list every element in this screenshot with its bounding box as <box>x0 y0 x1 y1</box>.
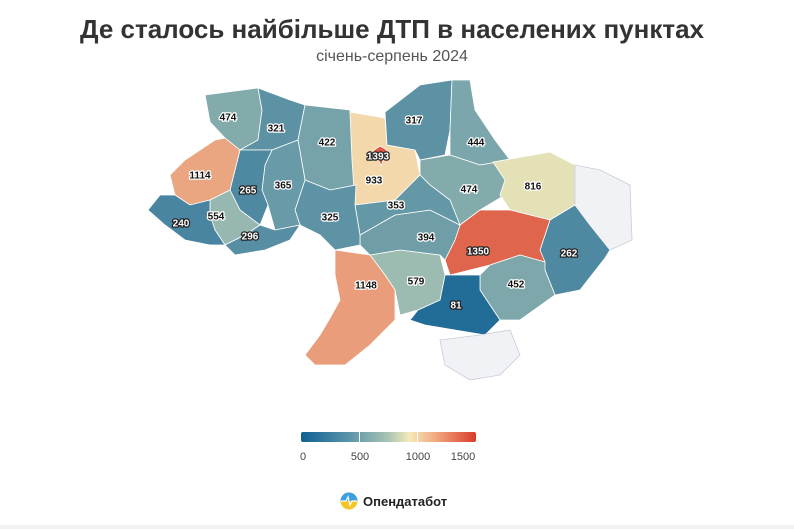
footer-divider <box>0 525 794 529</box>
region-chernihiv[interactable] <box>384 79 453 161</box>
region-value-label: 353 <box>388 201 405 212</box>
region-value-label: 394 <box>418 233 435 244</box>
legend-separator <box>359 432 360 442</box>
region-value-label: 262 <box>561 249 578 260</box>
region-zakarpattia[interactable] <box>147 194 226 246</box>
region-value-label: 474 <box>220 113 237 124</box>
legend-tick: 0 <box>299 451 307 463</box>
region-value-label: 1393 <box>367 152 390 163</box>
region-value-label: 296 <box>242 232 259 243</box>
region-value-label: 321 <box>268 124 285 135</box>
opendatabot-logo-icon <box>340 492 358 510</box>
brand-name: Опендатабот <box>363 493 448 509</box>
region-value-label: 579 <box>408 277 425 288</box>
region-value-label: 240 <box>173 219 190 230</box>
region-value-label: 422 <box>319 138 336 149</box>
region-sumy[interactable] <box>449 79 511 166</box>
region-value-label: 317 <box>406 116 423 127</box>
region-odesa[interactable] <box>304 249 396 366</box>
region-value-label: 1350 <box>467 247 490 258</box>
region-value-label: 474 <box>461 185 478 196</box>
region-value-label: 1148 <box>355 281 377 292</box>
chart-title: Де сталось найбільше ДТП в населених пун… <box>80 14 704 44</box>
region-value-label: 452 <box>508 280 525 291</box>
region-value-label: 816 <box>525 182 542 193</box>
legend-tick: 1000 <box>405 451 431 463</box>
legend-tick: 500 <box>350 451 370 463</box>
region-value-label: 325 <box>322 213 339 224</box>
region-value-label: 1114 <box>189 171 211 182</box>
region-kyiv-city[interactable] <box>371 145 388 168</box>
brand-logo: Опендатабот <box>340 492 447 510</box>
region-chernivtsi[interactable] <box>224 224 301 256</box>
color-legend-bar <box>301 432 476 442</box>
region-value-label: 365 <box>275 181 292 192</box>
region-cherkasy[interactable] <box>354 174 461 236</box>
region-value-label: 554 <box>208 212 225 223</box>
region-value-label: 265 <box>240 186 257 197</box>
legend-tick: 1500 <box>450 451 476 463</box>
legend-separator <box>417 432 418 442</box>
region-value-label: 933 <box>366 176 383 187</box>
region-value-label: 444 <box>468 138 485 149</box>
region-value-label: 81 <box>450 301 462 312</box>
chart-subtitle: січень-серпень 2024 <box>316 48 468 65</box>
region-crimea[interactable] <box>439 329 521 381</box>
